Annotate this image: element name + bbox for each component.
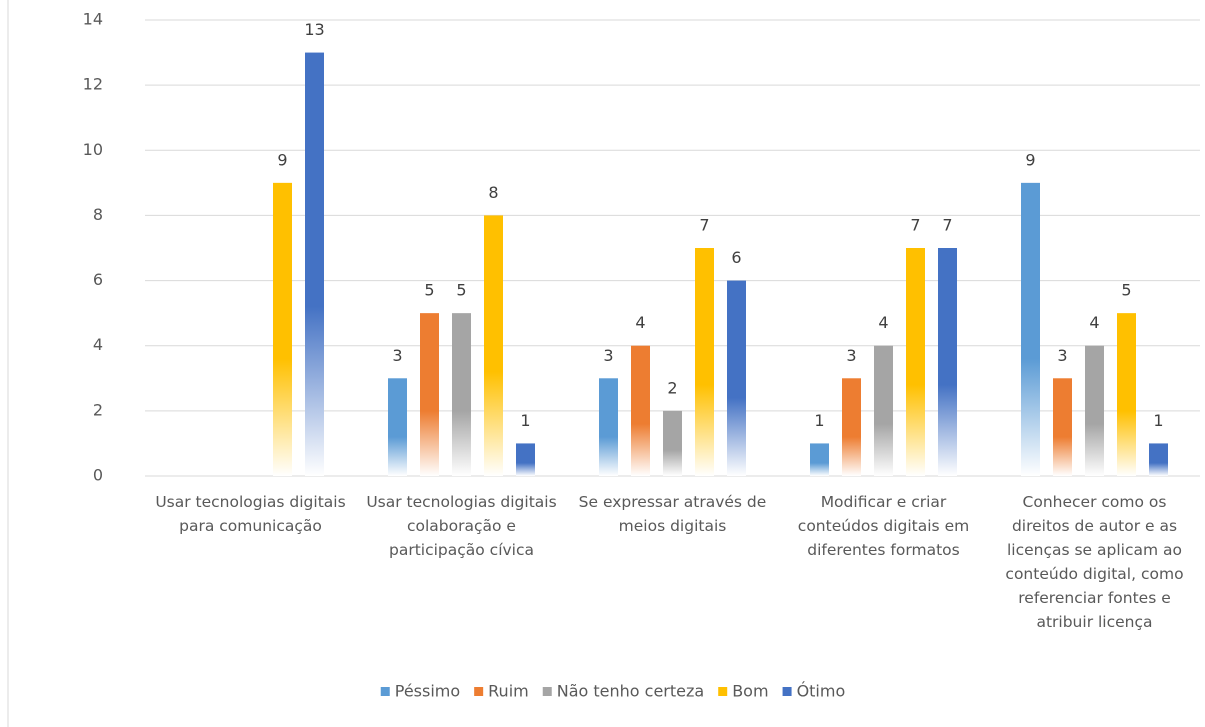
bar [273,182,292,476]
data-label: 4 [878,313,888,332]
bar [874,345,893,476]
data-label: 13 [304,20,324,39]
data-label: 3 [603,346,613,365]
bar [631,345,650,476]
y-tick-label: 4 [93,335,103,354]
data-label: 7 [910,216,920,235]
bar [484,215,503,476]
bar [1021,182,1040,476]
y-tick-label: 12 [83,75,103,94]
legend-label: Bom [732,682,768,701]
data-label: 5 [424,281,434,300]
data-label: 7 [942,216,952,235]
legend-marker [380,687,390,696]
y-tick-label: 14 [83,10,103,29]
data-label: 3 [1057,346,1067,365]
data-label: 5 [456,281,466,300]
data-label: 4 [635,313,645,332]
y-tick-label: 2 [93,400,103,419]
data-label: 6 [731,248,741,267]
bar [1053,378,1072,476]
legend-marker [474,687,484,696]
bar [1085,345,1104,476]
y-tick-label: 0 [93,466,103,485]
legend-label: Não tenho certeza [557,682,704,701]
bar [599,378,618,476]
bar [1149,443,1168,476]
bar [842,378,861,476]
x-tick-label: Modificar e criar conteúdos digitais em … [797,493,970,559]
bar [388,378,407,476]
data-label: 2 [667,378,677,397]
data-label: 3 [392,346,402,365]
y-tick-label: 6 [93,270,103,289]
data-label: 1 [1153,411,1163,430]
bar [695,248,714,476]
legend-marker [718,687,728,696]
y-tick-label: 10 [83,140,103,159]
bar [727,280,746,476]
bar [663,410,682,476]
legend-marker [782,687,792,696]
bar [810,443,829,476]
x-tick-label: Usar tecnologias digitais para comunicaç… [155,493,346,535]
bar [906,248,925,476]
bar [938,248,957,476]
x-tick-label: Conhecer como os direitos de autor e as … [1005,493,1184,631]
data-label: 3 [846,346,856,365]
bar [305,52,324,476]
data-label: 8 [488,183,498,202]
data-label: 4 [1089,313,1099,332]
legend-label: Péssimo [395,682,460,701]
bar [420,313,439,476]
data-label: 1 [520,411,530,430]
legend-label: Ruim [488,682,529,701]
data-label: 7 [699,216,709,235]
legend-label: Ótimo [797,682,846,701]
data-label: 9 [1025,150,1035,169]
legend-marker [542,687,552,696]
bar [1117,313,1136,476]
data-label: 1 [814,411,824,430]
data-label: 9 [277,150,287,169]
bar [452,313,471,476]
x-tick-label: Se expressar através de meios digitais [578,493,767,535]
data-label: 5 [1121,281,1131,300]
bar [516,443,535,476]
y-tick-label: 8 [93,205,103,224]
x-tick-label: Usar tecnologias digitais colaboração e … [366,493,557,559]
